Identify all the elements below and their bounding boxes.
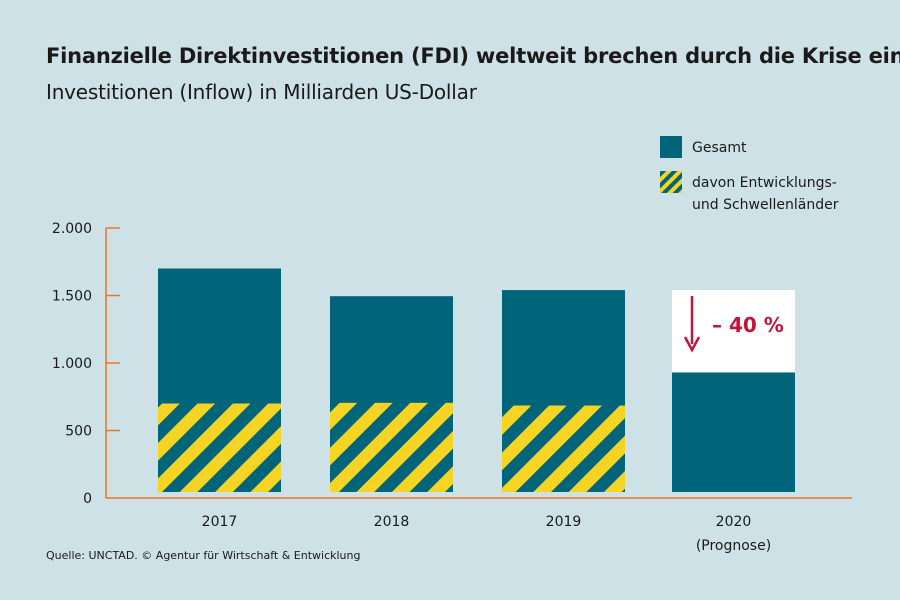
bar-developing-2019 xyxy=(502,405,625,492)
axis-layer: 0 500 1.000 1.500 2.000 xyxy=(52,221,852,507)
decline-label: – 40 % xyxy=(712,313,784,337)
x-tick-label-2018: 2018 xyxy=(374,514,410,530)
bar-developing-2018 xyxy=(330,402,453,492)
y-tick-label-2000: 2.000 xyxy=(52,221,92,237)
chart-title: Finanzielle Direktinvestitionen (FDI) we… xyxy=(46,44,900,68)
x-tick-label-2017: 2017 xyxy=(202,514,238,530)
legend-swatch-1 xyxy=(660,136,682,158)
labels-layer: 2017 2018 2019 2020 (Prognose) – 40 % xyxy=(202,296,784,554)
legend-swatch-2 xyxy=(660,171,682,193)
y-tick-label-500: 500 xyxy=(65,424,92,440)
legend-label-2-1: davon Entwicklungs- xyxy=(692,175,837,191)
chart-subtitle: Investitionen (Inflow) in Milliarden US-… xyxy=(46,80,477,104)
source-note: Quelle: UNCTAD. © Agentur für Wirtschaft… xyxy=(46,549,361,562)
x-tick-label-2020: 2020 xyxy=(716,514,752,530)
x-tick-note-2020: (Prognose) xyxy=(696,538,771,554)
legend-label-1-1: Gesamt xyxy=(692,140,747,156)
bar-developing-2017 xyxy=(158,403,281,492)
y-tick-label-0: 0 xyxy=(83,491,92,507)
legend-label-2-2: und Schwellenländer xyxy=(692,197,839,213)
x-tick-label-2019: 2019 xyxy=(546,514,582,530)
y-tick-label-1000: 1.000 xyxy=(52,356,92,372)
legend: Gesamt davon Entwicklungs-und Schwellenlä… xyxy=(660,136,839,213)
decline-arrow-head xyxy=(683,336,701,353)
bar-total-2020 xyxy=(672,372,795,492)
bars-layer xyxy=(158,268,795,492)
y-tick-label-1500: 1.500 xyxy=(52,289,92,305)
